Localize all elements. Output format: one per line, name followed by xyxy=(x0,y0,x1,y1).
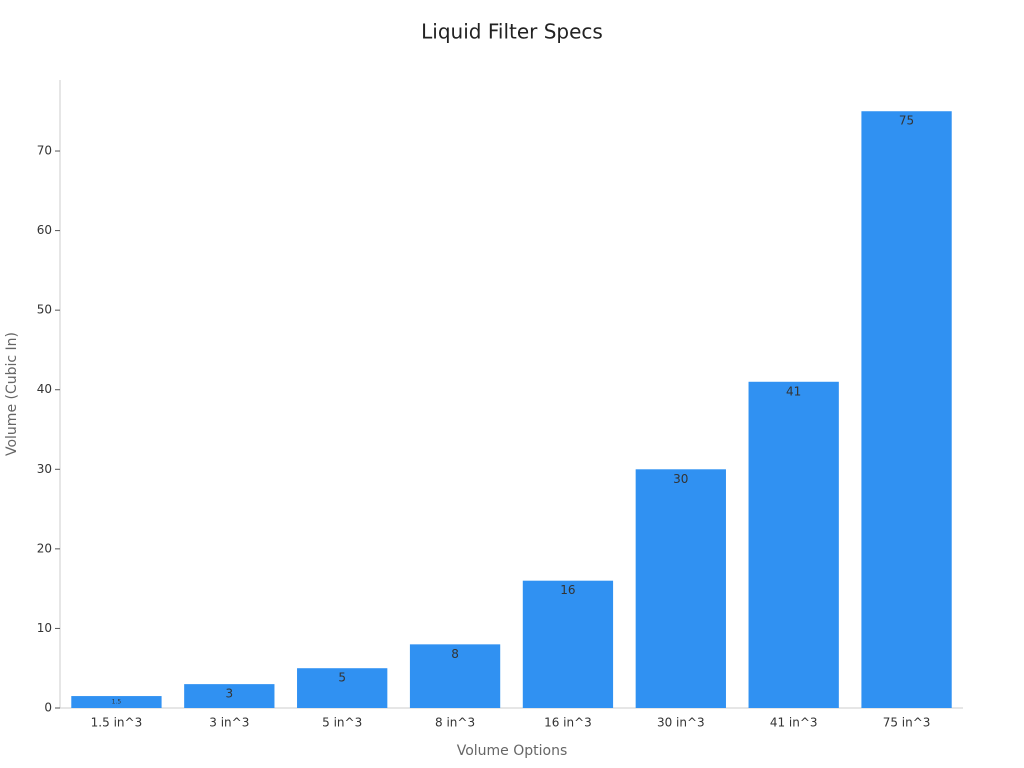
bar xyxy=(635,469,726,708)
x-tick-label: 30 in^3 xyxy=(657,716,705,730)
y-tick-label: 60 xyxy=(37,223,52,237)
value-label: 16 xyxy=(560,583,575,597)
chart-title: Liquid Filter Specs xyxy=(421,20,603,44)
value-label: 1.5 xyxy=(112,699,122,706)
bar xyxy=(409,644,501,708)
y-tick-label: 30 xyxy=(37,462,52,476)
bar xyxy=(522,580,614,708)
x-tick-label: 41 in^3 xyxy=(770,716,818,730)
y-axis-title: Volume (Cubic In) xyxy=(4,332,20,456)
x-tick-label: 5 in^3 xyxy=(322,716,362,730)
bar xyxy=(184,684,275,708)
y-tick-label: 0 xyxy=(44,701,52,715)
x-axis-title: Volume Options xyxy=(457,743,568,759)
bar xyxy=(861,111,952,708)
y-tick-label: 40 xyxy=(37,382,52,396)
y-tick-label: 10 xyxy=(37,621,52,635)
value-label: 3 xyxy=(225,687,233,701)
value-label: 75 xyxy=(899,114,914,128)
value-label: 8 xyxy=(451,647,459,661)
value-label: 5 xyxy=(338,671,346,685)
x-tick-label: 75 in^3 xyxy=(883,716,931,730)
x-tick-label: 3 in^3 xyxy=(209,716,249,730)
y-tick-label: 50 xyxy=(37,303,52,317)
x-tick-label: 8 in^3 xyxy=(435,716,475,730)
x-tick-label: 16 in^3 xyxy=(544,716,592,730)
y-tick-label: 20 xyxy=(37,541,52,555)
bar xyxy=(748,381,839,708)
bar xyxy=(71,696,162,708)
y-tick-label: 70 xyxy=(37,144,52,158)
value-label: 30 xyxy=(673,472,688,486)
x-tick-label: 1.5 in^3 xyxy=(91,716,143,730)
value-label: 41 xyxy=(786,384,801,398)
bar xyxy=(297,668,388,708)
